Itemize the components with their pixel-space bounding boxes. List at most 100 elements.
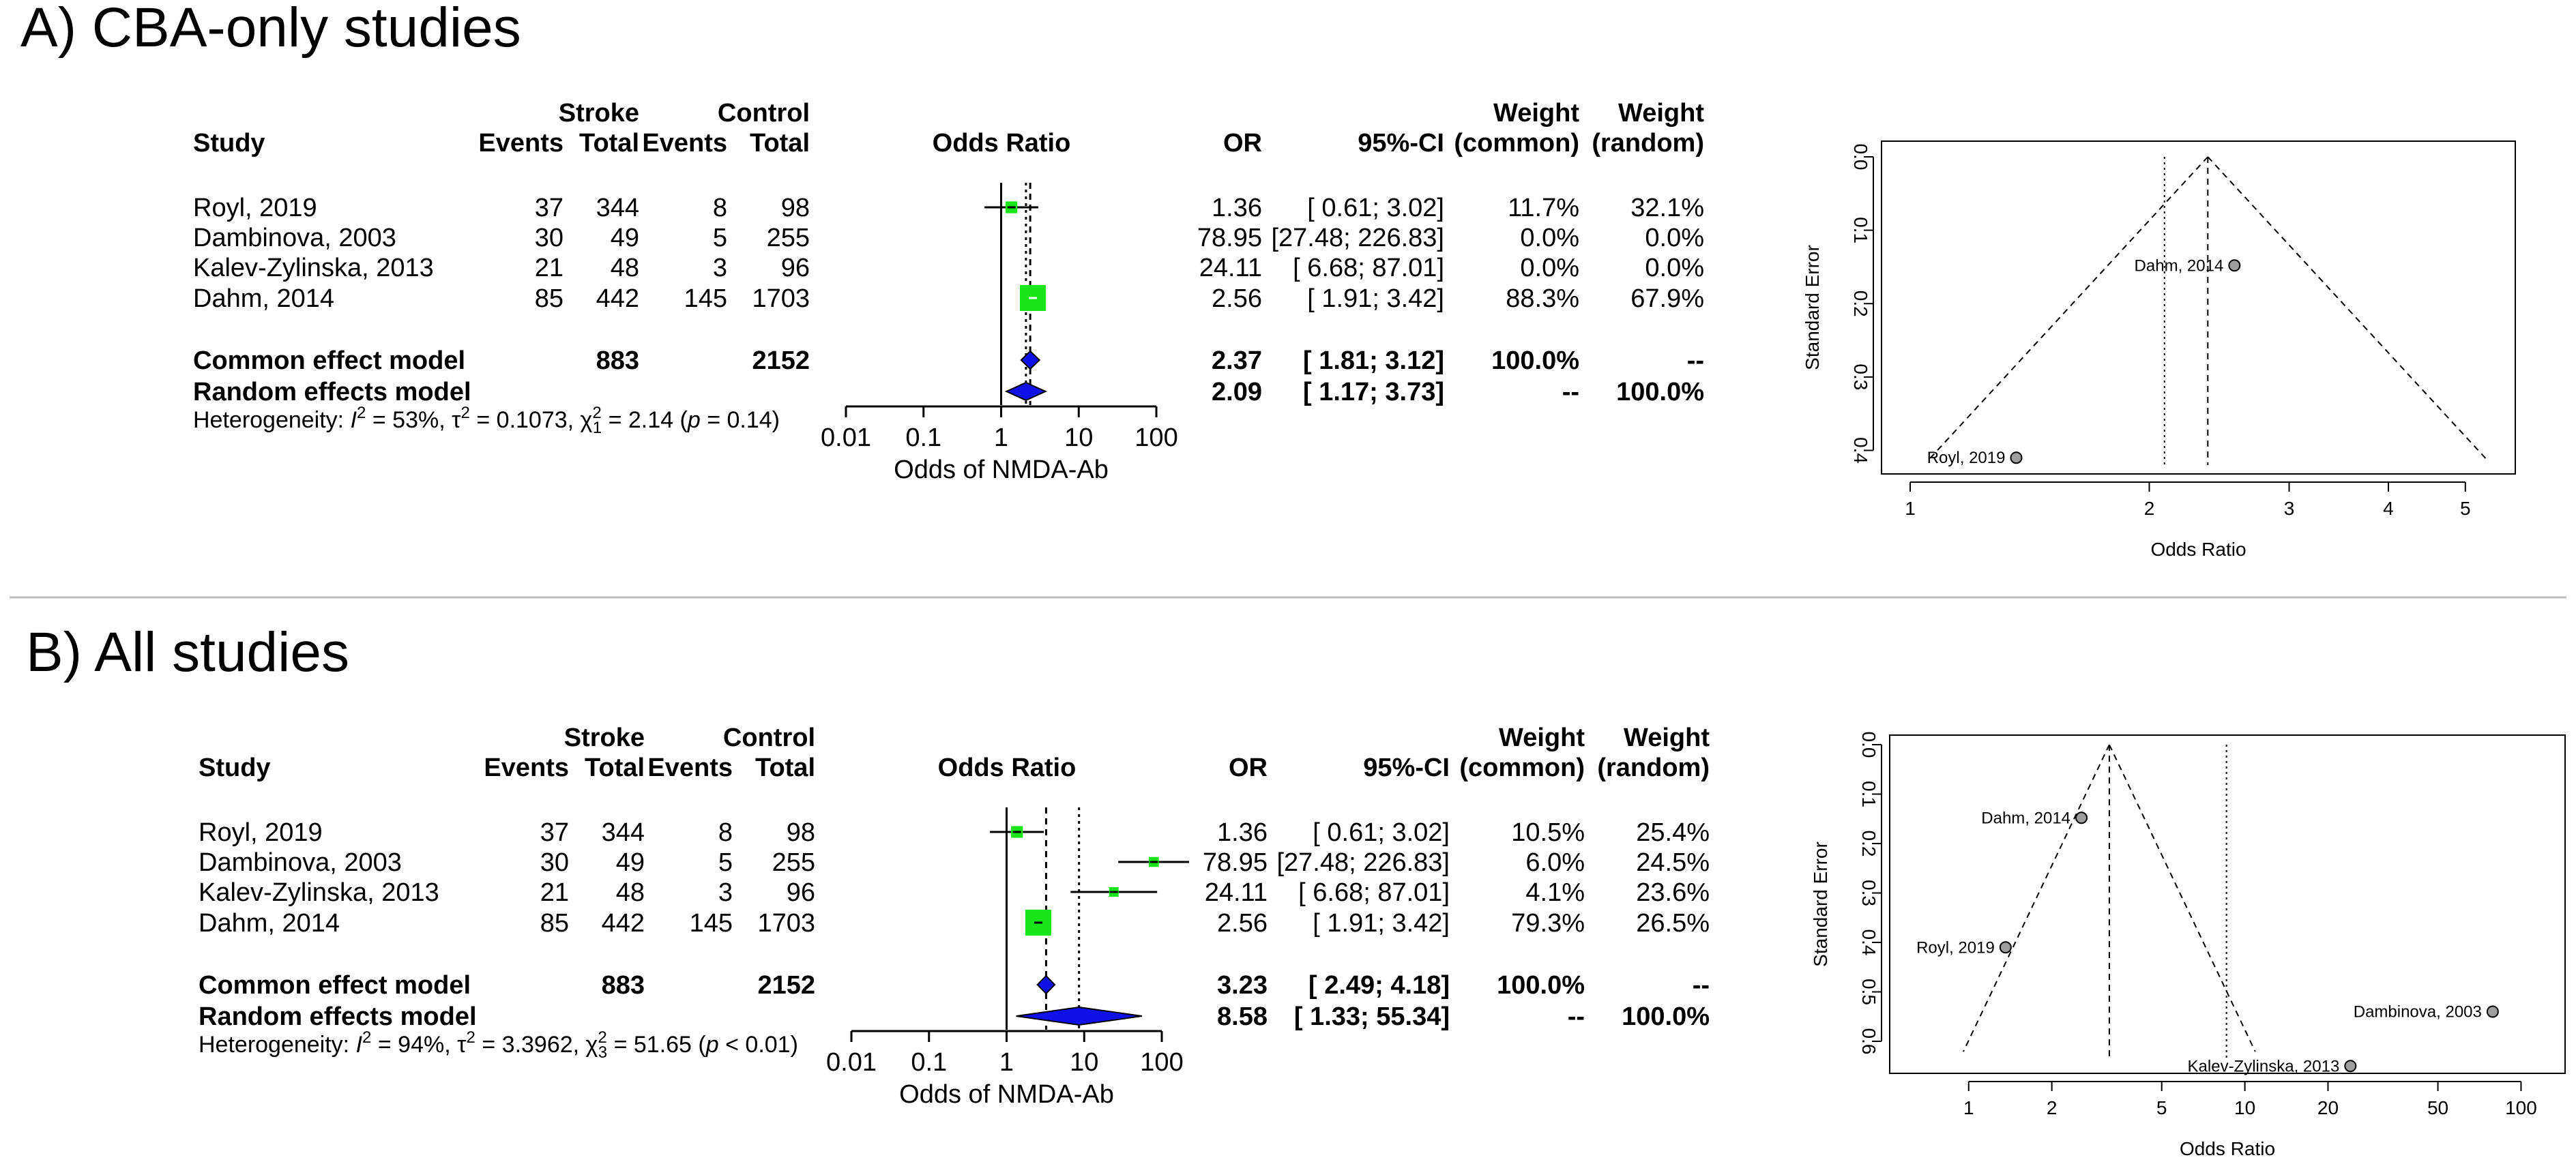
heterogeneity-part: τ — [457, 1032, 467, 1058]
control-events: 3 — [718, 878, 733, 907]
funnel-study-label: Dahm, 2014 — [2135, 256, 2224, 275]
stroke-events: 21 — [535, 254, 564, 282]
stroke-events: 30 — [540, 848, 569, 877]
stroke-events: 85 — [535, 284, 564, 313]
heterogeneity-part: I — [351, 407, 357, 433]
funnel-y-tick-label: 0.4 — [1850, 437, 1871, 464]
funnel-x-tick-label: 10 — [2234, 1097, 2255, 1118]
common-effect-diamond — [1036, 974, 1056, 995]
control-total: 98 — [787, 818, 815, 847]
study-or: 78.95 — [1203, 848, 1268, 877]
heterogeneity-part: χ — [586, 1032, 598, 1058]
stroke-total: 49 — [616, 848, 645, 877]
heterogeneity-part: = 3.3962, — [475, 1032, 586, 1058]
funnel-y-tick-label: 0.3 — [1858, 880, 1879, 906]
header-events-stroke: Events — [478, 129, 564, 158]
study-name: Kalev-Zylinska, 2013 — [193, 254, 434, 282]
study-weight-common: 4.1% — [1525, 878, 1585, 907]
stroke-total: 442 — [596, 284, 639, 313]
forest-x-tick-label: 10 — [1070, 1048, 1098, 1077]
funnel-x-tick-label: 4 — [2383, 498, 2394, 519]
forest-x-tick-label: 0.01 — [826, 1048, 877, 1077]
study-ci: [ 1.91; 3.42] — [1313, 909, 1450, 938]
heterogeneity-part: = 94%, — [371, 1032, 457, 1058]
random-model-label: Random effects model — [199, 1002, 477, 1031]
header-ci: 95%-CI — [1363, 754, 1450, 782]
study-or: 2.56 — [1217, 909, 1268, 938]
heterogeneity-part: τ — [452, 407, 461, 433]
header-weight-common: Weight — [1493, 99, 1579, 128]
study-or: 2.56 — [1212, 284, 1262, 313]
header-ci: 95%-CI — [1358, 129, 1444, 158]
random-model-weight-random: 100.0% — [1622, 1002, 1710, 1031]
header-random: (random) — [1592, 129, 1704, 158]
study-weight-random: 24.5% — [1636, 848, 1710, 877]
random-effect-diamond — [1016, 1006, 1142, 1026]
common-model-weight-common: 100.0% — [1491, 346, 1579, 375]
study-weight-common: 10.5% — [1511, 818, 1585, 847]
header-events-stroke: Events — [484, 754, 569, 782]
common-model-weight-common: 100.0% — [1497, 971, 1585, 1000]
forest-x-tick-label: 100 — [1140, 1048, 1183, 1077]
study-ci: [27.48; 226.83] — [1276, 848, 1450, 877]
random-model-ci: [ 1.17; 3.73] — [1303, 378, 1444, 406]
study-weight-random: 23.6% — [1636, 878, 1710, 907]
random-model-or: 8.58 — [1217, 1002, 1268, 1031]
common-model-ci: [ 1.81; 3.12] — [1303, 346, 1444, 375]
control-events: 8 — [718, 818, 733, 847]
header-weight-common: Weight — [1499, 724, 1585, 752]
funnel-left-limit — [1929, 156, 2209, 460]
forest-x-tick-label: 0.1 — [905, 423, 941, 452]
funnel-right-limit — [2108, 744, 2256, 1052]
heterogeneity-part: χ — [581, 407, 593, 433]
random-effect-diamond — [1004, 381, 1047, 402]
random-model-weight-common: -- — [1562, 378, 1579, 406]
funnel-y-tick-label: 0.5 — [1858, 979, 1879, 1005]
control-total: 1703 — [757, 909, 815, 938]
panel-b: B) All studies Stroke Control Weight Weight S… — [26, 621, 2566, 1159]
stroke-events: 85 — [540, 909, 569, 938]
forest-x-axis-label: Odds of NMDA-Ab — [899, 1080, 1114, 1109]
common-model-label: Common effect model — [199, 971, 471, 1000]
panel-title: A) CBA-only studies — [20, 0, 521, 59]
header-weight-random: Weight — [1618, 99, 1704, 128]
study-name: Royl, 2019 — [193, 194, 317, 222]
study-name: Dahm, 2014 — [199, 909, 340, 938]
forest-x-tick-label: 100 — [1135, 423, 1177, 452]
study-ci: [ 1.91; 3.42] — [1307, 284, 1444, 313]
heterogeneity-part: < 0.01) — [719, 1032, 798, 1058]
funnel-left-limit — [1963, 744, 2110, 1052]
study-ci: [27.48; 226.83] — [1271, 224, 1444, 252]
panel-title: B) All studies — [26, 621, 349, 683]
study-name: Royl, 2019 — [199, 818, 323, 847]
control-total: 98 — [781, 194, 810, 222]
study-weight-common: 11.7% — [1508, 194, 1579, 222]
header-or: OR — [1229, 754, 1268, 782]
heterogeneity-part: Heterogeneity: — [199, 1032, 356, 1058]
study-weight-common: 0.0% — [1520, 224, 1579, 252]
study-name: Kalev-Zylinska, 2013 — [199, 878, 439, 907]
header-group-control: Control — [718, 99, 810, 128]
study-or: 78.95 — [1197, 224, 1262, 252]
common-model-stroke-total: 883 — [596, 346, 639, 375]
stroke-total: 48 — [616, 878, 645, 907]
funnel-y-tick-label: 0.2 — [1858, 831, 1879, 857]
forest-x-tick-label: 10 — [1064, 423, 1093, 452]
funnel-y-tick-label: 0.0 — [1850, 144, 1871, 170]
heterogeneity-part: 2 — [357, 404, 366, 422]
stroke-total: 442 — [602, 909, 645, 938]
study-weight-common: 6.0% — [1525, 848, 1585, 877]
funnel-x-tick-label: 1 — [1905, 498, 1916, 519]
common-model-or: 3.23 — [1217, 971, 1268, 1000]
funnel-y-axis-label: Standard Error — [1802, 245, 1823, 370]
forest-x-axis-label: Odds of NMDA-Ab — [894, 456, 1109, 484]
funnel-study-label: Dahm, 2014 — [1981, 809, 2070, 827]
heterogeneity-text: Heterogeneity: I2 = 94%, τ2 = 3.3962, χ2… — [199, 1028, 798, 1062]
funnel-study-point — [2228, 259, 2241, 272]
common-model-control-total: 2152 — [757, 971, 815, 1000]
funnel-x-axis-label: Odds Ratio — [2180, 1138, 2275, 1159]
study-weight-common: 79.3% — [1511, 909, 1585, 938]
funnel-x-tick-label: 50 — [2427, 1097, 2448, 1118]
study-name: Dambinova, 2003 — [193, 224, 396, 252]
